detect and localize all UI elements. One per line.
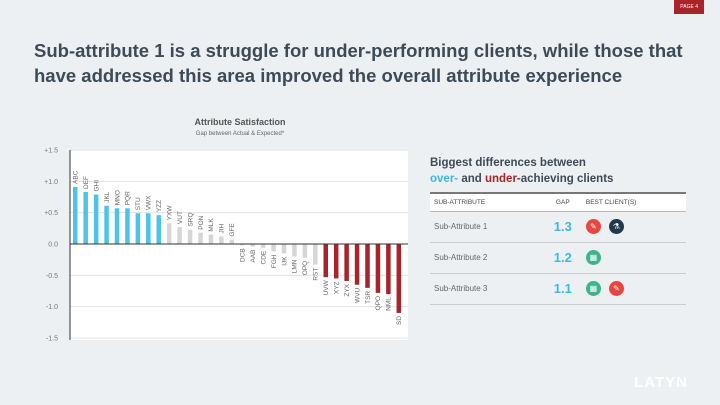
bar-label: LMN [292, 259, 299, 273]
bar-stu [135, 213, 141, 244]
bar-label: JIH [219, 223, 226, 233]
green-keyboard-icon: ▦ [585, 281, 601, 296]
green-keyboard-icon: ▦ [585, 250, 601, 265]
bar-dcb [240, 244, 245, 246]
bar-label: GHI [93, 180, 100, 192]
row-gap: 1.3 [539, 211, 582, 243]
bar-label: SD [396, 316, 403, 325]
table-row: Sub-Attribute 1 1.3 ✎ ⚗ [430, 211, 686, 243]
differences-panel: Biggest differences between over- and und… [430, 155, 688, 305]
bar-lmn [292, 244, 297, 257]
bar-zyx [344, 244, 349, 281]
bar-label: YZZ [156, 200, 163, 212]
bar-label: MLK [208, 218, 215, 232]
bar-label: MNO [114, 190, 121, 205]
y-tick-label: +1.5 [44, 148, 58, 155]
bar-label: SRQ [187, 212, 194, 226]
bar-label: QPO [375, 296, 382, 310]
row-gap: 1.1 [539, 273, 582, 305]
row-name: Sub-Attribute 3 [430, 273, 540, 305]
bar-label: PON [198, 215, 205, 229]
red-brush-icon: ✎ [585, 219, 601, 234]
bar-label: DEF [83, 176, 90, 189]
header-gap: GAP [539, 193, 582, 212]
bar-ijk [281, 244, 287, 254]
bar-wvu [354, 244, 360, 285]
bar-vwx [146, 213, 151, 244]
row-name: Sub-Attribute 2 [430, 242, 540, 274]
bar-label: JKL [104, 191, 111, 203]
bar-label: ABC [73, 170, 80, 184]
red-brush-icon: ✎ [608, 281, 624, 296]
bar-qpo [375, 244, 381, 293]
page-label: PAGE 4 [674, 0, 704, 14]
bar-sd [396, 244, 402, 313]
bar-label: PQR [125, 191, 132, 205]
bar-label: FGH [271, 254, 278, 268]
table-row: Sub-Attribute 2 1.2 ▦ [430, 242, 686, 274]
bar-label: VUT [177, 211, 184, 224]
differences-table: SUB-ATTRIBUTE GAP BEST CLIENT(S) Sub-Attri… [430, 192, 686, 305]
chart-title: Attribute Satisfaction [194, 117, 286, 127]
row-name: Sub-Attribute 1 [430, 211, 540, 243]
bar-cde [260, 244, 266, 248]
bar-label: IJK [281, 256, 288, 266]
bar-label: CDE [260, 250, 267, 264]
bar-label: GFE [229, 223, 236, 237]
bar-mlk [208, 234, 214, 244]
bar-label: WVU [354, 287, 361, 302]
bar-label: YXW [166, 205, 173, 221]
bar-tsr [365, 244, 370, 288]
bar-aab [250, 244, 255, 247]
bar-label: VWX [146, 195, 153, 210]
bar-pqr [125, 208, 130, 244]
bar-fgh [271, 244, 276, 252]
logo: LATYN [634, 374, 688, 391]
bar-label: STU [135, 197, 142, 210]
y-tick-label: 0.0 [48, 242, 58, 249]
header-sub-attribute: SUB-ATTRIBUTE [430, 193, 540, 212]
bar-label: ZYX [344, 283, 351, 296]
bar-label: UVW [323, 279, 330, 295]
bar-jkl [104, 205, 109, 244]
bar-xyz [333, 244, 339, 279]
y-tick-label: -1.0 [46, 304, 58, 311]
bar-gfe [229, 239, 235, 244]
navy-flask-icon: ⚗ [608, 219, 624, 234]
bar-uvw [323, 244, 328, 278]
row-gap: 1.2 [539, 242, 582, 274]
header-best-clients: BEST CLIENT(S) [581, 193, 686, 212]
y-tick-label: -1.5 [46, 336, 58, 343]
y-tick-label: +1.0 [44, 179, 58, 186]
chart-subtitle: Gap between Actual & Expected* [195, 131, 285, 137]
bar-label: DCB [240, 248, 247, 262]
bar-pon [198, 232, 203, 244]
bar-mno [114, 208, 120, 244]
y-tick-label: -0.5 [46, 273, 58, 280]
bar-label: TSR [365, 291, 372, 304]
bar-abc [73, 186, 78, 244]
table-row: Sub-Attribute 3 1.1 ▦ ✎ [430, 273, 686, 305]
bar-label: AAB [250, 250, 257, 263]
bar-rst [313, 244, 318, 265]
panel-title: Biggest differences between over- and und… [430, 157, 614, 185]
bar-label: NML [386, 297, 393, 311]
bar-yxw [166, 223, 172, 244]
bar-label: XYZ [333, 281, 340, 294]
y-tick-label: +0.5 [44, 210, 58, 217]
page-title: Sub-attribute 1 is a struggle for under-… [34, 40, 683, 86]
bar-label: OPQ [302, 261, 309, 275]
bar-yzz [156, 215, 161, 244]
bar-nml [386, 244, 391, 295]
bar-ghi [93, 194, 99, 244]
bar-srq [187, 229, 193, 244]
bar-def [83, 191, 88, 244]
bar-opq [302, 244, 308, 258]
bar-vut [177, 227, 182, 244]
bar-jih [219, 236, 224, 244]
bar-label: RST [313, 268, 320, 281]
